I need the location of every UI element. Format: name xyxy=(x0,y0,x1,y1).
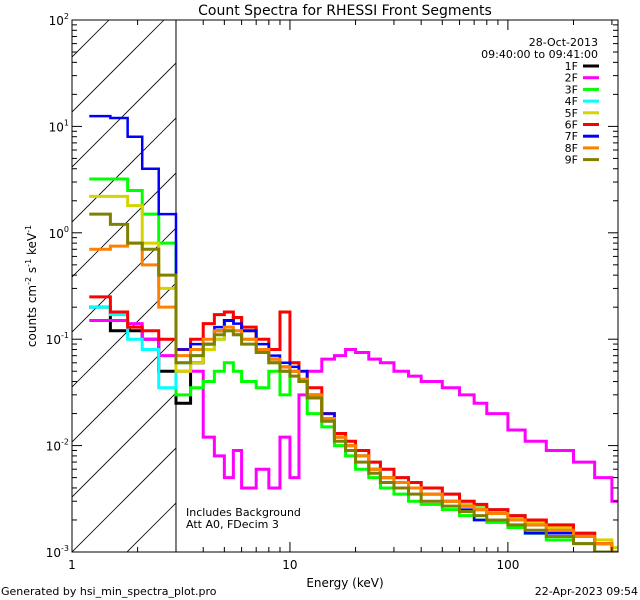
hatch-line xyxy=(72,227,176,333)
y-axis-label: counts cm-2 s-1 keV-1 xyxy=(24,225,39,347)
y-tick-label: 10-3 xyxy=(46,544,69,560)
hatch-line xyxy=(72,447,176,552)
hatch-line xyxy=(72,62,176,168)
series-line-7F xyxy=(89,114,618,552)
y-tick-label: 10-1 xyxy=(46,331,69,347)
hatch-line xyxy=(237,20,640,552)
legend-label: 8F xyxy=(565,142,578,155)
y-tick-label: 101 xyxy=(49,118,69,134)
series-line-9F xyxy=(89,212,618,552)
hatch-line xyxy=(72,282,176,388)
series-line-1F xyxy=(89,305,618,552)
series-line-2F xyxy=(89,318,618,503)
y-tick-label: 102 xyxy=(49,12,69,28)
series-line-4F xyxy=(89,305,618,552)
annotation-background: Includes Background xyxy=(186,506,301,519)
series-line-3F xyxy=(89,177,618,552)
legend-label: 6F xyxy=(565,119,578,132)
y-tick-label: 100 xyxy=(49,225,69,241)
plot-frame xyxy=(71,19,619,553)
legend-time-range: 09:40:00 to 09:41:00 xyxy=(481,48,598,61)
hatch-line xyxy=(72,20,165,113)
legend-label: 5F xyxy=(565,107,578,120)
legend-label: 2F xyxy=(565,72,578,85)
annotation-attenuator: Att A0, FDecim 3 xyxy=(186,518,279,531)
legend-label: 1F xyxy=(565,60,578,73)
legend-label: 9F xyxy=(565,154,578,167)
hatch-line xyxy=(126,502,176,552)
legend-label: 3F xyxy=(565,83,578,96)
chart-title: Count Spectra for RHESSI Front Segments xyxy=(198,3,492,19)
hatch-line xyxy=(72,392,176,498)
hatch-line xyxy=(72,20,110,58)
legend-label: 7F xyxy=(565,130,578,143)
hatched-region xyxy=(72,20,640,552)
hatch-line xyxy=(622,20,640,552)
timestamp-footer: 22-Apr-2023 09:54 xyxy=(535,585,638,598)
hatch-line xyxy=(402,20,640,552)
hatch-line xyxy=(457,20,640,552)
generated-by-footer: Generated by hsi_min_spectra_plot.pro xyxy=(1,585,217,598)
legend-date: 28-Oct-2013 xyxy=(529,36,598,49)
x-axis-label: Energy (keV) xyxy=(306,576,383,590)
legend-label: 4F xyxy=(565,95,578,108)
x-tick-label: 1 xyxy=(68,558,76,572)
x-tick-label: 10 xyxy=(282,558,297,572)
series-line-8F xyxy=(89,241,618,552)
x-tick-label: 100 xyxy=(496,558,519,572)
y-tick-label: 10-2 xyxy=(46,438,69,454)
series-line-6F xyxy=(89,295,618,552)
hatch-line xyxy=(72,337,176,443)
